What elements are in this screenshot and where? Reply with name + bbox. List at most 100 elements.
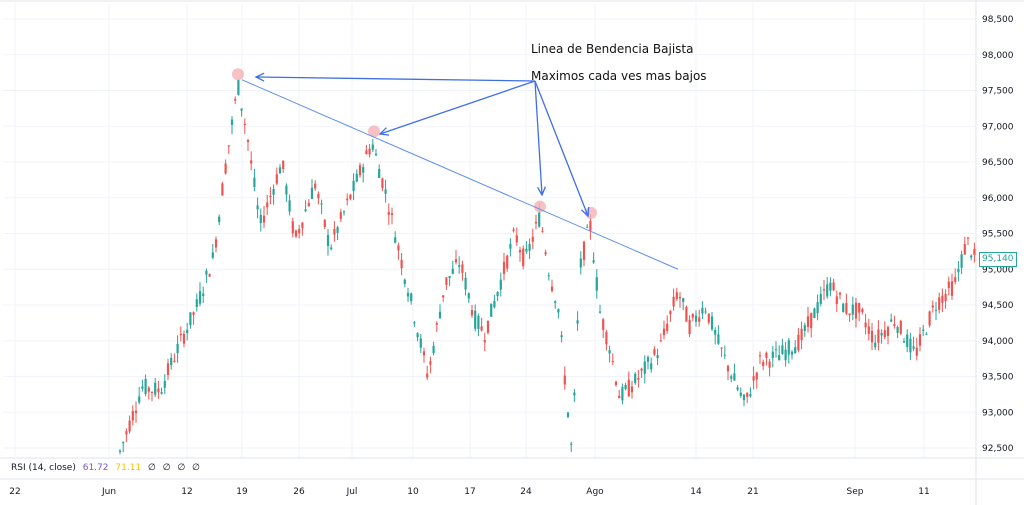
candle [966,237,970,245]
candle [227,145,230,155]
candle [640,367,643,378]
candle [448,275,451,286]
candle [160,387,163,395]
candle [723,345,726,360]
candle [336,225,339,241]
candle [618,389,621,399]
candle [749,387,752,398]
candle [480,317,483,332]
rsi-legend[interactable]: RSI (14, close) 61.72 71.11 ∅ ∅ ∅ ∅ [11,463,204,473]
candle [173,353,176,363]
candle [320,199,323,215]
candle [941,288,944,313]
candle [202,286,205,303]
candle [330,244,333,251]
candle [531,228,534,250]
candle [771,345,774,368]
candle [397,242,400,260]
candle [211,243,214,260]
candle [493,294,496,309]
trendline[interactable] [241,79,679,270]
candle [835,290,838,313]
candle [134,401,138,423]
arrow-head [254,72,265,82]
candle [166,358,170,380]
candle [410,292,413,305]
candle [662,320,666,340]
candle [915,337,918,361]
candle [253,168,256,192]
y-tick-label: 92,500 [982,444,1014,454]
candle [163,374,166,395]
candle [813,307,816,319]
annotation-arrow [534,80,543,196]
y-tick-label: 96,000 [982,194,1014,204]
candle [400,253,403,276]
x-tick-label: 11 [918,487,929,497]
candle [208,273,211,277]
x-tick-label: Sep [847,487,864,497]
candle [387,203,390,225]
candle [560,331,563,343]
candle [323,219,326,230]
candle [630,380,634,399]
candle [499,272,502,297]
x-tick-label: 17 [464,487,475,497]
candle [141,379,144,392]
candle [451,260,454,275]
candle [458,256,461,274]
candle [416,332,419,342]
candle [179,326,182,342]
candle [899,319,902,336]
x-axis: 22 Jun 12 19 26 Jul 10 17 24 Ago 14 21 Sep 11 [9,487,929,497]
candle [819,286,822,307]
candle [685,305,688,322]
candle [285,183,288,202]
candle [931,300,934,313]
candle [573,388,576,403]
high-marker [232,68,244,81]
candle [246,138,250,152]
candle [621,383,624,405]
candle [736,384,739,392]
candle [477,313,480,337]
candle [595,269,598,299]
candle [470,304,474,318]
candle [781,338,784,355]
candle [506,254,509,272]
arrow-head [378,127,390,136]
candle [534,214,538,230]
candle [816,294,819,321]
candle [707,313,710,325]
high-marker [534,200,546,213]
candle [518,246,522,262]
y-tick-label: 97,000 [982,122,1014,132]
candle [947,276,950,296]
candle [858,302,861,322]
candle [154,377,157,398]
candle [752,366,755,390]
candle [496,291,499,302]
last-price-tag: 95,140 [979,252,1017,267]
candle [691,313,694,321]
candle [147,386,150,400]
candle [954,268,957,285]
x-tick-label: 26 [293,487,305,497]
x-tick-label: Jun [101,487,116,497]
candle [698,309,701,327]
candle [291,217,294,238]
candle [842,302,845,313]
candle [822,280,826,301]
candle [349,193,352,201]
candle [688,315,691,338]
candle [474,304,477,332]
candle [230,116,234,135]
candle [525,241,528,254]
candle [893,315,896,329]
trend-title: Linea de Bendencia Bajista [531,42,694,56]
candle [269,187,272,205]
candle [426,365,429,381]
y-tick-label: 94,000 [982,337,1014,347]
